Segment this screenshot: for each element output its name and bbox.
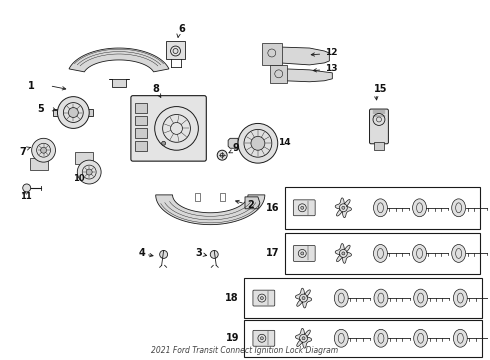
Polygon shape bbox=[228, 138, 238, 148]
Ellipse shape bbox=[453, 289, 467, 307]
Ellipse shape bbox=[342, 206, 345, 209]
Text: 17: 17 bbox=[266, 248, 280, 258]
Text: 7: 7 bbox=[20, 147, 26, 157]
Text: 6: 6 bbox=[178, 24, 185, 34]
Ellipse shape bbox=[32, 138, 55, 162]
Bar bbox=[244, 278, 482, 318]
Polygon shape bbox=[156, 195, 265, 225]
Bar bbox=[135, 129, 147, 138]
Bar bbox=[244, 320, 482, 357]
Ellipse shape bbox=[302, 297, 305, 300]
Ellipse shape bbox=[413, 199, 426, 217]
FancyBboxPatch shape bbox=[253, 290, 275, 306]
Ellipse shape bbox=[238, 123, 278, 163]
Text: 3: 3 bbox=[196, 248, 202, 258]
Text: 15: 15 bbox=[374, 84, 388, 94]
Ellipse shape bbox=[260, 297, 263, 300]
Ellipse shape bbox=[452, 244, 466, 262]
Ellipse shape bbox=[453, 329, 467, 347]
Text: 11: 11 bbox=[20, 192, 31, 201]
Ellipse shape bbox=[57, 96, 89, 129]
Ellipse shape bbox=[334, 329, 348, 347]
FancyBboxPatch shape bbox=[294, 200, 315, 216]
Polygon shape bbox=[220, 193, 225, 201]
Ellipse shape bbox=[251, 136, 265, 150]
Polygon shape bbox=[85, 109, 93, 117]
FancyBboxPatch shape bbox=[294, 246, 315, 261]
Text: 2: 2 bbox=[247, 200, 254, 210]
Text: 1: 1 bbox=[28, 81, 34, 91]
Bar bbox=[374, 142, 384, 150]
Ellipse shape bbox=[210, 251, 218, 258]
Polygon shape bbox=[245, 197, 260, 209]
Polygon shape bbox=[109, 78, 129, 87]
Text: 19: 19 bbox=[225, 333, 239, 343]
Ellipse shape bbox=[69, 108, 78, 117]
Ellipse shape bbox=[334, 289, 348, 307]
Bar bbox=[30, 158, 48, 170]
Ellipse shape bbox=[373, 244, 388, 262]
Polygon shape bbox=[196, 193, 200, 201]
Bar bbox=[270, 65, 287, 83]
Ellipse shape bbox=[301, 206, 304, 209]
Bar bbox=[285, 187, 480, 229]
Bar bbox=[166, 41, 185, 59]
Bar bbox=[262, 43, 282, 65]
Ellipse shape bbox=[373, 199, 388, 217]
Ellipse shape bbox=[77, 160, 101, 184]
Ellipse shape bbox=[413, 244, 426, 262]
Bar bbox=[75, 152, 93, 164]
Ellipse shape bbox=[302, 337, 305, 340]
Text: 14: 14 bbox=[278, 138, 291, 147]
Bar bbox=[135, 141, 147, 151]
Polygon shape bbox=[335, 244, 351, 264]
Ellipse shape bbox=[217, 150, 227, 160]
Text: 12: 12 bbox=[325, 49, 338, 58]
Text: 13: 13 bbox=[325, 64, 338, 73]
Bar bbox=[135, 116, 147, 125]
Bar bbox=[285, 233, 480, 274]
FancyBboxPatch shape bbox=[253, 330, 275, 346]
FancyBboxPatch shape bbox=[369, 109, 389, 144]
Polygon shape bbox=[295, 328, 312, 348]
Ellipse shape bbox=[23, 184, 31, 192]
Text: 10: 10 bbox=[74, 174, 85, 183]
Ellipse shape bbox=[41, 147, 47, 153]
Text: 16: 16 bbox=[266, 203, 280, 213]
Ellipse shape bbox=[414, 329, 428, 347]
Text: 5: 5 bbox=[38, 104, 45, 113]
Text: 9: 9 bbox=[232, 143, 239, 153]
Polygon shape bbox=[295, 288, 312, 308]
FancyBboxPatch shape bbox=[131, 96, 206, 161]
Ellipse shape bbox=[414, 289, 428, 307]
Ellipse shape bbox=[162, 141, 166, 145]
Ellipse shape bbox=[374, 329, 388, 347]
Polygon shape bbox=[280, 47, 329, 65]
Polygon shape bbox=[69, 48, 169, 72]
Polygon shape bbox=[53, 109, 61, 117]
Polygon shape bbox=[335, 198, 351, 218]
Ellipse shape bbox=[374, 289, 388, 307]
Bar bbox=[135, 103, 147, 113]
Text: 4: 4 bbox=[139, 248, 146, 258]
Ellipse shape bbox=[301, 252, 304, 255]
Ellipse shape bbox=[342, 252, 345, 255]
Polygon shape bbox=[285, 69, 332, 82]
Text: 18: 18 bbox=[225, 293, 239, 303]
Ellipse shape bbox=[452, 199, 466, 217]
Ellipse shape bbox=[160, 251, 168, 258]
Ellipse shape bbox=[86, 169, 92, 175]
Text: 8: 8 bbox=[153, 84, 160, 94]
Text: 2021 Ford Transit Connect Ignition Lock Diagram: 2021 Ford Transit Connect Ignition Lock … bbox=[151, 346, 339, 355]
Ellipse shape bbox=[260, 337, 263, 340]
